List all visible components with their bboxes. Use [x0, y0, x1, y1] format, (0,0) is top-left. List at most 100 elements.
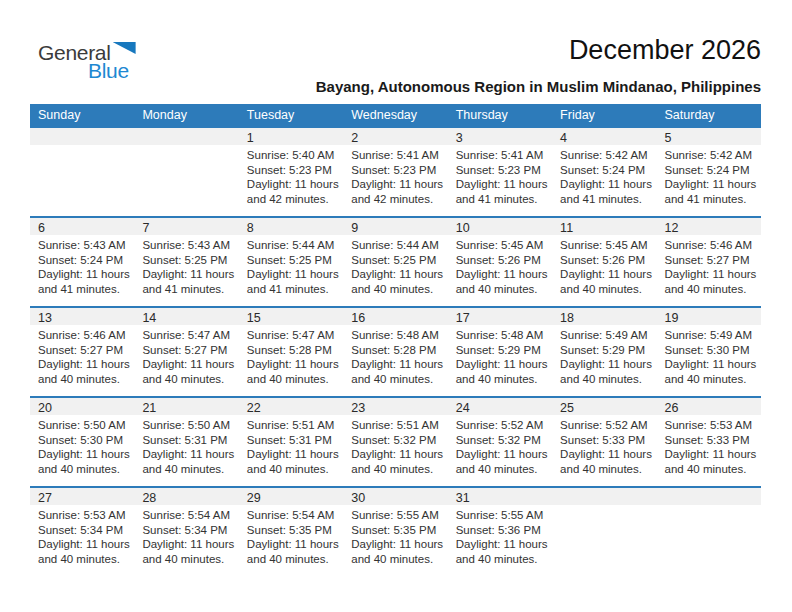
day-details: Sunrise: 5:44 AM Sunset: 5:25 PM Dayligh… [239, 235, 343, 296]
day-cell: 6 Sunrise: 5:43 AM Sunset: 5:24 PM Dayli… [30, 218, 134, 306]
week-row: 20 Sunrise: 5:50 AM Sunset: 5:30 PM Dayl… [30, 396, 761, 486]
day-details [134, 145, 238, 148]
day-number-band: 8 [239, 218, 343, 235]
sunset-line: Sunset: 5:34 PM [142, 523, 236, 538]
day-cell: 19 Sunrise: 5:49 AM Sunset: 5:30 PM Dayl… [657, 308, 761, 396]
week-row: 27 Sunrise: 5:53 AM Sunset: 5:34 PM Dayl… [30, 486, 761, 576]
sunrise-line: Sunrise: 5:54 AM [247, 508, 341, 523]
day-details: Sunrise: 5:46 AM Sunset: 5:27 PM Dayligh… [657, 235, 761, 296]
sunset-line: Sunset: 5:26 PM [560, 253, 654, 268]
day-number-band: 11 [552, 218, 656, 235]
sunset-line: Sunset: 5:28 PM [247, 343, 341, 358]
sunset-line: Sunset: 5:29 PM [560, 343, 654, 358]
day-number: 8 [247, 221, 254, 235]
day-number-band: 14 [134, 308, 238, 325]
weekday-header-tuesday: Tuesday [239, 108, 343, 122]
day-number-band: 24 [448, 398, 552, 415]
daylight-line-2: and 40 minutes. [38, 462, 132, 477]
daylight-line-2: and 40 minutes. [665, 372, 759, 387]
sunset-line: Sunset: 5:27 PM [665, 253, 759, 268]
day-cell: 20 Sunrise: 5:50 AM Sunset: 5:30 PM Dayl… [30, 398, 134, 486]
daylight-line-1: Daylight: 11 hours [560, 177, 654, 192]
daylight-line-1: Daylight: 11 hours [665, 447, 759, 462]
day-number-band: 9 [343, 218, 447, 235]
day-number-band [552, 488, 656, 505]
daylight-line-1: Daylight: 11 hours [560, 357, 654, 372]
daylight-line-2: and 40 minutes. [142, 552, 236, 567]
sunrise-line: Sunrise: 5:44 AM [351, 238, 445, 253]
day-number: 25 [560, 401, 574, 415]
daylight-line-1: Daylight: 11 hours [38, 357, 132, 372]
day-number: 5 [665, 131, 672, 145]
weekday-header-saturday: Saturday [657, 108, 761, 122]
day-number: 26 [665, 401, 679, 415]
day-number: 30 [351, 491, 365, 505]
sunset-line: Sunset: 5:25 PM [247, 253, 341, 268]
day-number: 4 [560, 131, 567, 145]
daylight-line-1: Daylight: 11 hours [38, 267, 132, 282]
day-number: 10 [456, 221, 470, 235]
day-number: 27 [38, 491, 52, 505]
daylight-line-2: and 40 minutes. [142, 462, 236, 477]
day-number-band: 12 [657, 218, 761, 235]
week-row: 13 Sunrise: 5:46 AM Sunset: 5:27 PM Dayl… [30, 306, 761, 396]
daylight-line-2: and 40 minutes. [38, 372, 132, 387]
sunset-line: Sunset: 5:23 PM [351, 163, 445, 178]
day-number: 12 [665, 221, 679, 235]
sunrise-line: Sunrise: 5:41 AM [456, 148, 550, 163]
day-details: Sunrise: 5:42 AM Sunset: 5:24 PM Dayligh… [657, 145, 761, 206]
day-number-band: 18 [552, 308, 656, 325]
day-cell: 7 Sunrise: 5:43 AM Sunset: 5:25 PM Dayli… [134, 218, 238, 306]
day-number: 14 [142, 311, 156, 325]
day-details: Sunrise: 5:55 AM Sunset: 5:36 PM Dayligh… [448, 505, 552, 566]
daylight-line-2: and 40 minutes. [351, 372, 445, 387]
day-number: 9 [351, 221, 358, 235]
day-details: Sunrise: 5:40 AM Sunset: 5:23 PM Dayligh… [239, 145, 343, 206]
day-number-band: 28 [134, 488, 238, 505]
day-number: 28 [142, 491, 156, 505]
day-cell: 2 Sunrise: 5:41 AM Sunset: 5:23 PM Dayli… [343, 128, 447, 216]
day-cell: 4 Sunrise: 5:42 AM Sunset: 5:24 PM Dayli… [552, 128, 656, 216]
sunrise-line: Sunrise: 5:41 AM [351, 148, 445, 163]
sunrise-line: Sunrise: 5:45 AM [456, 238, 550, 253]
day-number-band: 29 [239, 488, 343, 505]
daylight-line-2: and 41 minutes. [456, 192, 550, 207]
day-cell: 5 Sunrise: 5:42 AM Sunset: 5:24 PM Dayli… [657, 128, 761, 216]
sunrise-line: Sunrise: 5:42 AM [665, 148, 759, 163]
sunrise-line: Sunrise: 5:53 AM [38, 508, 132, 523]
daylight-line-2: and 40 minutes. [665, 462, 759, 477]
sunrise-line: Sunrise: 5:40 AM [247, 148, 341, 163]
weekday-header-monday: Monday [134, 108, 238, 122]
day-details: Sunrise: 5:42 AM Sunset: 5:24 PM Dayligh… [552, 145, 656, 206]
day-cell: 14 Sunrise: 5:47 AM Sunset: 5:27 PM Dayl… [134, 308, 238, 396]
daylight-line-1: Daylight: 11 hours [351, 177, 445, 192]
daylight-line-1: Daylight: 11 hours [456, 447, 550, 462]
logo: General Blue [38, 42, 136, 81]
day-number-band: 31 [448, 488, 552, 505]
sunrise-line: Sunrise: 5:46 AM [665, 238, 759, 253]
day-cell: 24 Sunrise: 5:52 AM Sunset: 5:32 PM Dayl… [448, 398, 552, 486]
day-details: Sunrise: 5:48 AM Sunset: 5:29 PM Dayligh… [448, 325, 552, 386]
day-cell: 29 Sunrise: 5:54 AM Sunset: 5:35 PM Dayl… [239, 488, 343, 576]
day-number: 1 [247, 131, 254, 145]
sunset-line: Sunset: 5:23 PM [247, 163, 341, 178]
weekday-header-sunday: Sunday [30, 108, 134, 122]
sunrise-line: Sunrise: 5:50 AM [38, 418, 132, 433]
day-number-band: 2 [343, 128, 447, 145]
sunrise-line: Sunrise: 5:47 AM [142, 328, 236, 343]
day-cell: 1 Sunrise: 5:40 AM Sunset: 5:23 PM Dayli… [239, 128, 343, 216]
daylight-line-2: and 41 minutes. [560, 192, 654, 207]
day-cell: 16 Sunrise: 5:48 AM Sunset: 5:28 PM Dayl… [343, 308, 447, 396]
day-number: 3 [456, 131, 463, 145]
sunrise-line: Sunrise: 5:48 AM [456, 328, 550, 343]
day-number-band: 23 [343, 398, 447, 415]
sunrise-line: Sunrise: 5:46 AM [38, 328, 132, 343]
day-number: 16 [351, 311, 365, 325]
day-details: Sunrise: 5:50 AM Sunset: 5:31 PM Dayligh… [134, 415, 238, 476]
sunset-line: Sunset: 5:35 PM [351, 523, 445, 538]
page-subtitle: Bayang, Autonomous Region in Muslim Mind… [30, 78, 761, 95]
day-details: Sunrise: 5:54 AM Sunset: 5:35 PM Dayligh… [239, 505, 343, 566]
day-number-band [134, 128, 238, 145]
sunrise-line: Sunrise: 5:52 AM [560, 418, 654, 433]
daylight-line-1: Daylight: 11 hours [456, 177, 550, 192]
